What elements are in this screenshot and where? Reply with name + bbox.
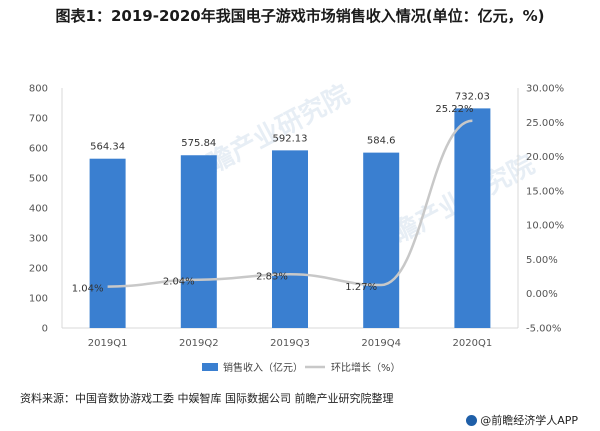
- growth-value-label: 1.27%: [345, 282, 377, 293]
- x-tick-label: 2019Q3: [270, 338, 310, 349]
- y-tick-label-left: 600: [29, 144, 48, 155]
- y-tick-label-right: 0.00%: [526, 289, 558, 300]
- y-tick-label-left: 500: [29, 174, 48, 185]
- chart-title: 图表1：2019-2020年我国电子游戏市场销售收入情况(单位：亿元，%): [55, 7, 545, 25]
- y-tick-label-right: 10.00%: [526, 221, 564, 232]
- bar-value-label: 584.6: [367, 136, 396, 147]
- y-tick-label-left: 400: [29, 204, 48, 215]
- bar: [454, 108, 491, 329]
- legend-bar-swatch: [202, 363, 218, 371]
- y-tick-label-left: 700: [29, 114, 48, 125]
- growth-line: [107, 119, 473, 288]
- y-tick-label-right: 5.00%: [526, 255, 558, 266]
- x-tick-label: 2019Q4: [361, 338, 401, 349]
- y-tick-label-left: 800: [29, 84, 48, 95]
- x-tick-label: 2020Q1: [453, 338, 493, 349]
- source-note: 资料来源：中国音数协游戏工委 中娱智库 国际数据公司 前瞻产业研究院整理: [20, 392, 394, 405]
- y-tick-label-right: -5.00%: [526, 324, 561, 335]
- bar-value-label: 564.34: [90, 142, 125, 153]
- y-tick-label-right: 30.00%: [526, 84, 564, 95]
- legend-bar-label: 销售收入（亿元）: [223, 361, 303, 374]
- bar: [363, 152, 400, 328]
- x-tick-label: 2019Q1: [88, 338, 128, 349]
- legend-line-label: 环比增长（%）: [331, 361, 401, 374]
- growth-value-label: 25.22%: [435, 104, 473, 115]
- y-tick-label-left: 200: [29, 264, 48, 275]
- bar: [272, 150, 308, 328]
- growth-value-label: 2.04%: [163, 277, 195, 288]
- y-tick-label-right: 25.00%: [526, 118, 564, 129]
- bar-value-label: 592.13: [273, 133, 308, 144]
- bar-value-label: 732.03: [455, 91, 490, 102]
- growth-value-label: 1.04%: [72, 284, 104, 295]
- bar: [89, 158, 126, 328]
- y-tick-label-left: 100: [29, 294, 48, 305]
- growth-value-label: 2.83%: [256, 271, 288, 282]
- bar: [180, 155, 217, 328]
- brand-logo-icon: [466, 414, 478, 426]
- brand-name: @前瞻经济学人APP: [480, 414, 578, 427]
- x-tick-label: 2019Q2: [179, 338, 219, 349]
- brand-credit: @前瞻经济学人APP: [466, 412, 578, 428]
- y-tick-label-left: 300: [29, 234, 48, 245]
- y-tick-label-right: 20.00%: [526, 152, 564, 163]
- y-tick-label-right: 15.00%: [526, 186, 564, 197]
- bar-value-label: 575.84: [181, 138, 216, 149]
- y-tick-label-left: 0: [42, 324, 48, 335]
